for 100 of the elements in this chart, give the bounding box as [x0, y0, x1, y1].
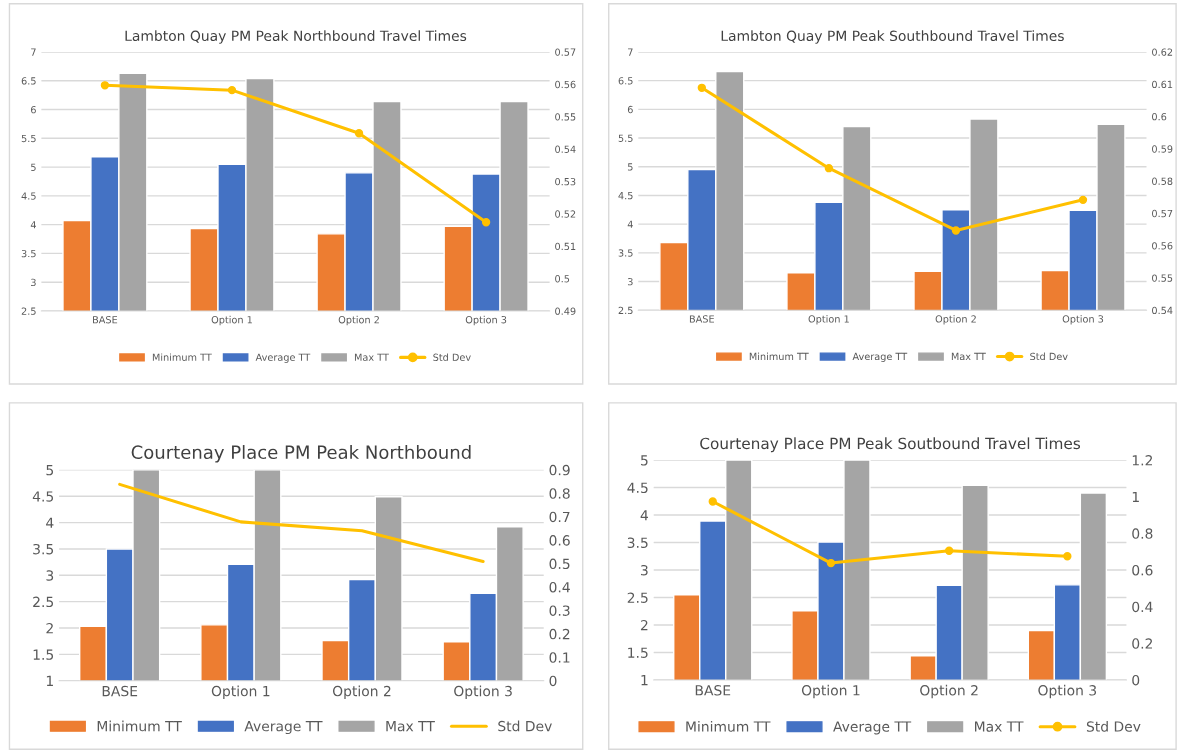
y2-tick-label: 0.6	[1152, 113, 1167, 121]
y2-tick-label: 0.8	[1132, 528, 1153, 539]
y-tick-label: 4.5	[618, 192, 633, 200]
chart-title: Courtenay Place PM Peak Soutbound Travel Times	[700, 437, 1081, 453]
y2-tick-label: 0.4	[1132, 601, 1153, 613]
legend-label: Average TT	[244, 721, 323, 735]
y2-tick-label: 0.2	[1132, 638, 1152, 649]
point	[826, 558, 836, 568]
y-tick-label: 3.5	[21, 249, 36, 258]
y2-tick-label: 0.55	[1152, 274, 1173, 282]
y-tick-label: 4	[627, 220, 633, 228]
point	[1063, 552, 1072, 561]
x-tick-label: Option 3	[454, 685, 512, 700]
y2-tick-label: 0.55	[555, 113, 576, 121]
y-tick-label: 3	[31, 278, 36, 287]
y2-tick-label: 0.59	[1152, 145, 1173, 153]
y2-tick-label: 0.56	[1152, 242, 1173, 250]
y2-tick-label: 0.53	[555, 177, 576, 186]
x-tick-label: BASE	[93, 316, 118, 324]
y2-tick-label: 0.54	[1152, 306, 1173, 315]
x-tick-label: BASE	[689, 315, 715, 323]
y-tick-label: 2.5	[627, 592, 648, 603]
y2-tick-label: 0.1	[549, 652, 570, 663]
legend-label: Max TT	[354, 353, 389, 361]
y-tick-label: 1.5	[628, 647, 648, 658]
x-tick-label: BASE	[695, 685, 731, 696]
y2-tick-label: 0.56	[555, 80, 576, 89]
y-tick-label: 6.5	[618, 77, 633, 85]
y2-tick-label: 0.3	[549, 605, 570, 616]
y-tick-label: 1	[46, 675, 53, 686]
y2-tick-label: 0.6	[549, 535, 570, 546]
y-tick-label: 4	[46, 517, 54, 528]
y-tick-label: 3.5	[33, 543, 54, 555]
y2-tick-label: 0.6	[1132, 564, 1153, 576]
legend-label: Average TT	[255, 353, 311, 363]
x-tick-label: Option 1	[801, 684, 860, 699]
y2-tick-label: 0.5	[555, 275, 570, 283]
point	[354, 129, 364, 138]
point	[100, 81, 110, 90]
y-tick-label: 5	[31, 163, 36, 171]
x-tick-label: Option 1	[211, 315, 252, 326]
y-tick-label: 6	[627, 105, 633, 114]
y-tick-label: 3.5	[618, 249, 633, 257]
y2-tick-label: 0	[549, 675, 557, 687]
y2-tick-label: 0.49	[555, 307, 576, 315]
point	[708, 497, 717, 506]
legend-label: Max TT	[386, 721, 435, 732]
x-tick-label: BASE	[102, 685, 138, 697]
point	[481, 218, 491, 227]
y2-tick-label: 1	[1132, 491, 1139, 503]
y-tick-label: 4.5	[21, 192, 36, 200]
y2-tick-label: 0.8	[549, 488, 570, 499]
y2-tick-label: 1.2	[1132, 455, 1152, 466]
y2-tick-label: 0.5	[549, 558, 570, 570]
legend-label: Max TT	[951, 352, 986, 361]
legend-label: Minimum TT	[749, 352, 809, 361]
y2-tick-label: 0.58	[1152, 177, 1173, 185]
y-tick-label: 2	[46, 622, 53, 634]
legend-label: Average TT	[833, 721, 912, 735]
x-tick-label: Option 1	[808, 315, 849, 325]
legend-label: Average TT	[852, 352, 908, 362]
y-tick-label: 6.5	[21, 77, 36, 85]
y-tick-label: 4.5	[32, 491, 54, 502]
point	[1078, 195, 1088, 204]
y-tick-label: 3	[641, 564, 648, 576]
legend-label: Std Dev	[498, 720, 552, 732]
x-tick-label: Option 3	[465, 315, 507, 326]
y-tick-label: 7	[628, 48, 633, 56]
y2-tick-label: 0.61	[1152, 80, 1173, 89]
y2-tick-label: 0.54	[555, 145, 576, 153]
y2-tick-label: 0.51	[555, 242, 576, 251]
y-tick-label: 4	[640, 510, 649, 521]
y2-tick-label: 0.4	[549, 581, 570, 593]
y-tick-label: 2.5	[618, 306, 633, 315]
x-tick-label: Option 3	[1038, 684, 1097, 699]
y-tick-label: 2.5	[33, 596, 54, 608]
y2-tick-label: 0.57	[555, 48, 576, 56]
legend-label: Std Dev	[1030, 352, 1068, 361]
y-tick-label: 1.5	[33, 649, 54, 660]
y2-tick-label: 0.2	[549, 628, 570, 640]
point	[697, 83, 706, 92]
legend-label: Minimum TT	[97, 720, 182, 732]
x-tick-label: Option 1	[211, 685, 270, 700]
legend-label: Max TT	[975, 721, 1024, 732]
chart-title: Lambton Quay PM Peak Southbound Travel Times	[721, 30, 1064, 44]
legend-label: Std Dev	[433, 353, 471, 361]
y-tick-label: 3.5	[627, 537, 648, 549]
y-tick-label: 2.5	[21, 307, 36, 315]
x-tick-label: Option 2	[332, 685, 391, 700]
y-tick-label: 7	[31, 48, 36, 56]
x-tick-label: Option 3	[1062, 315, 1104, 325]
y-tick-label: 5.5	[618, 134, 633, 142]
chart-title: Courtenay Place PM Peak Northbound	[131, 445, 471, 463]
y-tick-label: 5	[46, 465, 54, 476]
x-tick-label: Option 2	[920, 684, 978, 699]
point	[824, 164, 834, 173]
y2-tick-label: 0.57	[1152, 209, 1173, 218]
y-tick-label: 1	[641, 675, 648, 686]
line-series	[118, 482, 485, 563]
y-tick-label: 6	[31, 106, 36, 114]
